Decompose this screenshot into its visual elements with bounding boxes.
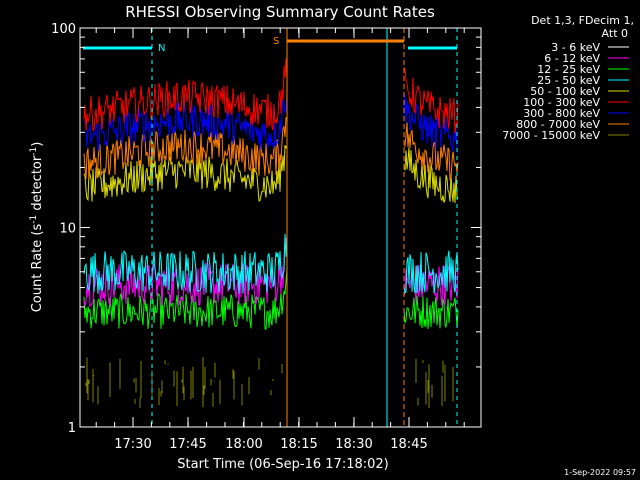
chart-title: RHESSI Observing Summary Count Rates — [125, 3, 435, 21]
series-line — [403, 122, 459, 181]
legend-label: 6 - 12 keV — [544, 52, 600, 65]
series-line — [403, 67, 459, 134]
y-axis-label: Count Rate (s-1 detector-1) — [29, 142, 45, 313]
series-line — [83, 58, 288, 133]
y-tick-label: 100 — [51, 22, 76, 37]
x-tick-label: 18:15 — [280, 437, 317, 452]
legend-label: 12 - 25 keV — [537, 63, 600, 76]
x-tick-label: 17:30 — [114, 437, 151, 452]
series-line — [83, 237, 288, 307]
series-line — [83, 95, 288, 152]
series-line — [83, 295, 288, 427]
series-line — [403, 295, 459, 329]
legend-label: 3 - 6 keV — [551, 41, 600, 54]
legend-label: 7000 - 15000 keV — [502, 129, 600, 142]
x-tick-label: 17:45 — [169, 437, 206, 452]
series-25-50-kev — [83, 233, 459, 294]
x-tick-label: 18:00 — [225, 437, 262, 452]
series-line — [403, 250, 459, 294]
timestamp: 1-Sep-2022 09:57 — [564, 468, 636, 477]
series-100-300-kev — [83, 58, 459, 134]
series-300-800-kev — [83, 94, 459, 154]
legend-label: 300 - 800 keV — [523, 107, 600, 120]
series-line — [403, 94, 459, 154]
y-tick-label: 10 — [59, 222, 76, 237]
series-layer — [83, 58, 459, 427]
legend-label: 100 - 300 keV — [523, 96, 600, 109]
x-tick-label: 18:30 — [335, 437, 372, 452]
legend-label: 50 - 100 keV — [530, 85, 600, 98]
x-tick-label: 18:45 — [390, 437, 427, 452]
legend-label: 25 - 50 keV — [537, 74, 600, 87]
night-marker-label: N — [158, 43, 165, 54]
series-line — [83, 145, 288, 202]
y-tick-label: 1 — [68, 421, 76, 436]
legend-header-line-1: Det 1,3, FDecim 1, — [531, 14, 634, 27]
y-label-superscript-1: -1 — [29, 215, 39, 224]
y-label-part-2: detector — [30, 155, 45, 215]
legend-label: 800 - 7000 keV — [516, 118, 600, 131]
series-line — [83, 117, 288, 180]
series-line — [83, 269, 288, 330]
series-3-6-kev — [83, 295, 459, 427]
tick-layer: 1 10 100 17:30 17:45 18:00 18:15 18:30 18:45 — [51, 22, 481, 452]
series-800-7000-kev — [83, 117, 459, 181]
y-label-superscript-2: -1 — [29, 147, 39, 156]
series-line — [83, 233, 288, 294]
saa-marker-label: S — [273, 36, 279, 47]
overlay-layer: NS — [83, 28, 458, 427]
y-label-part-3: ) — [30, 142, 45, 147]
x-axis-label: Start Time (06-Sep-16 17:18:02) — [177, 457, 388, 472]
y-label-part-1: Count Rate (s — [30, 224, 45, 313]
legend-header-line-2: Att 0 — [602, 27, 628, 40]
series-12-25-kev — [83, 269, 459, 330]
